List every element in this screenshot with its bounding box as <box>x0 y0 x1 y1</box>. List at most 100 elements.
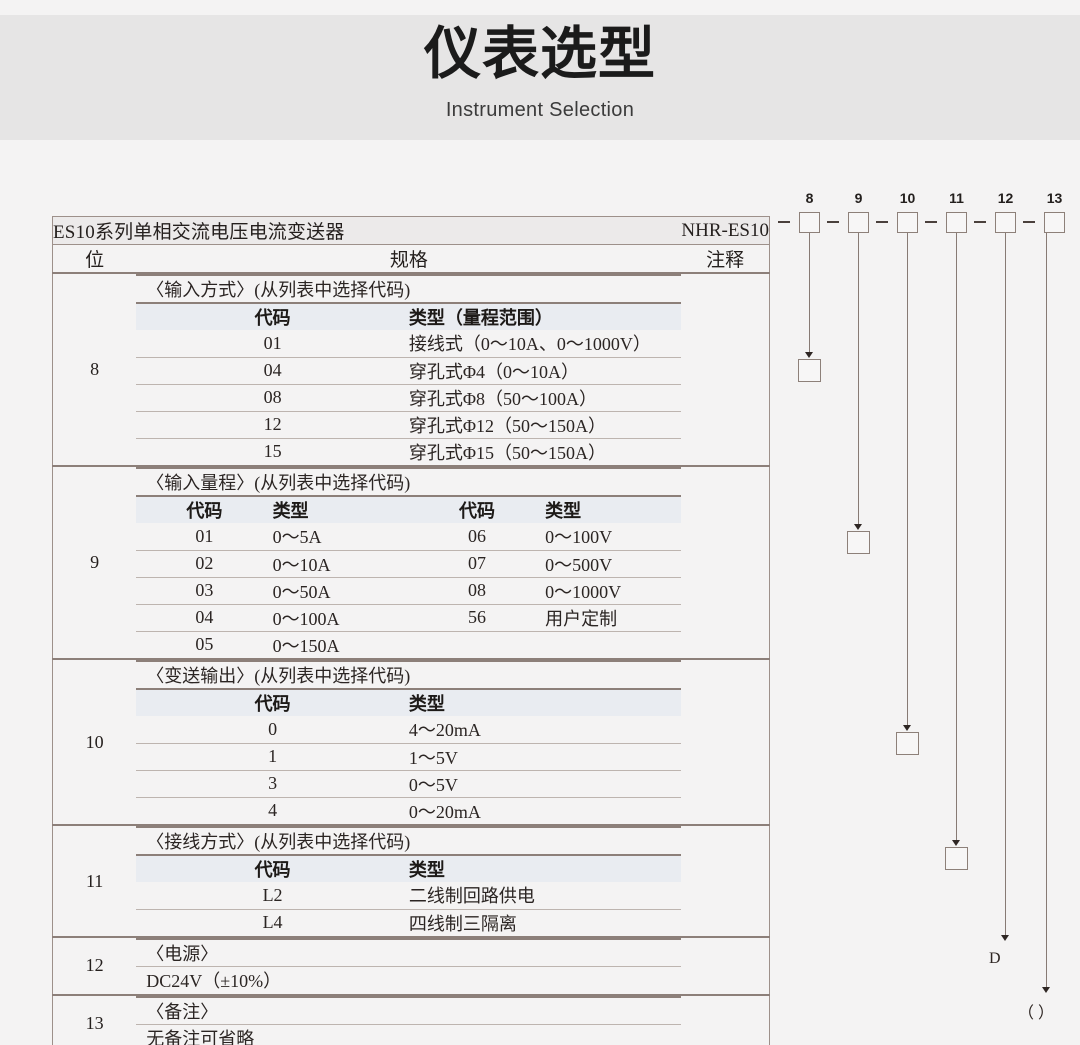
row-value: 无备注可省略 <box>136 1023 682 1045</box>
page-subtitle: Instrument Selection <box>445 99 635 121</box>
row-type: 二线制回路供电 <box>408 886 535 907</box>
code-dash-3 <box>925 221 937 223</box>
subhead-row: 代码 类型 代码 类型 <box>136 495 682 523</box>
table-section-8: 8 〈输入方式〉(从列表中选择代码) 代码 类型（量程范围） 01 接线式（0～… <box>52 272 770 466</box>
row-value: DC24V（±10%） <box>136 966 682 994</box>
subhead-type-10: 类型 <box>408 688 682 716</box>
code-cell-number-9: 9 <box>854 190 863 206</box>
row-type: 穿孔式Φ8（50～100A） <box>408 383 682 411</box>
row-code: 01 <box>195 525 214 546</box>
row-type: 0～100A <box>272 603 409 631</box>
column-header-specification: 规格 <box>136 244 682 274</box>
section-position-13: 13 <box>52 993 137 1045</box>
page-title: 仪表选型 <box>424 22 656 86</box>
code-cell-10[interactable] <box>897 212 918 233</box>
row-type: 穿孔式Φ4（0～10A） <box>408 356 682 384</box>
row-type: 0～10A <box>272 549 409 577</box>
table-row: 3 0～5V <box>136 769 682 797</box>
section-heading-11: 〈接线方式〉(从列表中选择代码) <box>136 826 682 855</box>
table-row: 04 0～100A 56 用户定制 <box>136 603 682 631</box>
leader-line-9 <box>858 233 859 527</box>
table-row: 1 1～5V <box>136 742 682 770</box>
table-row: L4 四线制三隔离 <box>136 908 682 936</box>
table-section-13: 13 〈备注〉 无备注可省略 <box>52 993 770 1045</box>
row-code2: 56 <box>408 603 546 631</box>
row-code: 03 <box>136 576 273 604</box>
code-cell-13[interactable] <box>1044 212 1065 233</box>
code-cell-number-12: 12 <box>997 190 1014 206</box>
table-row: 4 0～20mA <box>136 796 682 824</box>
section-note-11 <box>681 824 770 937</box>
row-code2: 07 <box>408 549 546 577</box>
table-title-row: ES10系列单相交流电压电流变送器 NHR-ES10 <box>52 216 770 245</box>
section-position-11: 11 <box>52 824 137 937</box>
leader-arrow-10 <box>903 725 911 731</box>
table-row: 05 0～150A <box>136 630 682 658</box>
section-note-10 <box>681 658 770 825</box>
column-header-position: 位 <box>52 244 137 274</box>
row-code: 04 <box>136 603 273 631</box>
section-heading-row: 〈输入方式〉(从列表中选择代码) <box>136 274 682 303</box>
row-code2: 08 <box>408 576 546 604</box>
table-row: L2 二线制回路供电 <box>136 882 681 909</box>
leader-arrow-13 <box>1042 987 1050 993</box>
leader-target-box-10[interactable] <box>896 732 919 755</box>
code-dash-5 <box>1023 221 1035 223</box>
section-note-9 <box>681 465 770 659</box>
code-cell-11[interactable] <box>946 212 967 233</box>
section-position-9: 9 <box>52 465 137 659</box>
row-type: 0～150A <box>272 630 409 658</box>
code-cell-9[interactable] <box>848 212 869 233</box>
row-type: 穿孔式Φ15（50～150A） <box>408 437 682 465</box>
row-code: 15 <box>136 437 409 465</box>
row-code: 1 <box>136 742 409 770</box>
leader-target-box-9[interactable] <box>847 531 870 554</box>
leader-target-box-8[interactable] <box>798 359 821 382</box>
leader-arrow-12 <box>1001 935 1009 941</box>
subhead-row: 代码 类型 <box>136 688 682 716</box>
leader-target-label-12: D <box>989 950 1001 967</box>
section-position-8: 8 <box>52 272 137 466</box>
row-type2: 0～1000V <box>545 576 682 604</box>
row-type: 0～5A <box>272 527 322 548</box>
section-heading-9: 〈输入量程〉(从列表中选择代码) <box>136 467 682 496</box>
row-code: 08 <box>136 383 409 411</box>
leader-arrow-8 <box>805 352 813 358</box>
leader-line-13 <box>1046 233 1047 990</box>
table-column-header-row: 位 规格 注释 <box>52 244 770 274</box>
table-row: DC24V（±10%） <box>136 966 682 994</box>
row-code2 <box>408 630 546 658</box>
leader-arrow-11 <box>952 840 960 846</box>
table-row: 01 0～5A 06 0～100V <box>136 523 681 550</box>
section-heading-8: 〈输入方式〉(从列表中选择代码) <box>136 274 682 303</box>
row-type2: 0～500V <box>545 549 682 577</box>
table-row: 15 穿孔式Φ15（50～150A） <box>136 437 682 465</box>
section-heading-row: 〈输入量程〉(从列表中选择代码) <box>136 467 682 496</box>
row-type: 穿孔式Φ12（50～150A） <box>408 410 682 438</box>
code-cell-12[interactable] <box>995 212 1016 233</box>
code-cell-8[interactable] <box>799 212 820 233</box>
row-type: 接线式（0～10A、0～1000V） <box>408 334 651 355</box>
section-heading-13: 〈备注〉 <box>136 995 682 1024</box>
leader-target-box-11[interactable] <box>945 847 968 870</box>
row-code: 04 <box>136 356 409 384</box>
section-heading-row: 〈变送输出〉(从列表中选择代码) <box>136 660 682 689</box>
code-dash-4 <box>974 221 986 223</box>
subhead-code-11: 代码 <box>136 854 409 882</box>
section-position-12: 12 <box>52 936 137 995</box>
section-spec-9: 〈输入量程〉(从列表中选择代码) 代码 类型 代码 类型 01 0～5A 06 … <box>136 465 682 659</box>
code-dash-0 <box>778 221 790 223</box>
subhead-code-8: 代码 <box>136 302 409 330</box>
row-code: 05 <box>136 630 273 658</box>
code-cell-number-11: 11 <box>949 190 964 206</box>
section-note-12 <box>681 936 770 995</box>
code-cell-number-13: 13 <box>1046 190 1063 206</box>
row-type: 0～5V <box>408 769 682 797</box>
subhead-type-9: 类型 <box>272 495 409 523</box>
section-note-8 <box>681 272 770 466</box>
column-header-note: 注释 <box>681 244 770 274</box>
section-heading-row: 〈接线方式〉(从列表中选择代码) <box>136 826 682 855</box>
subhead-code-10: 代码 <box>136 688 409 716</box>
table-row: 01 接线式（0～10A、0～1000V） <box>136 330 681 357</box>
